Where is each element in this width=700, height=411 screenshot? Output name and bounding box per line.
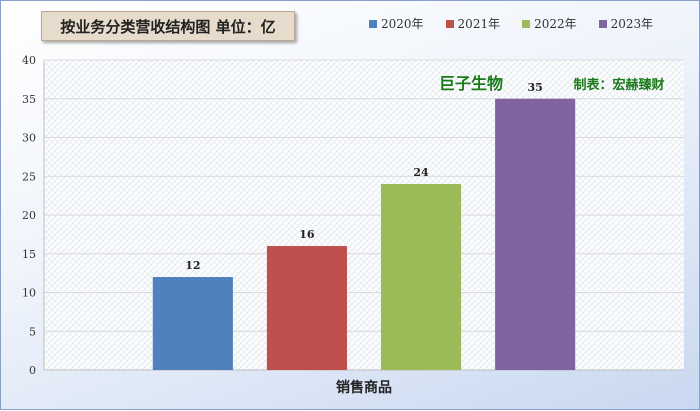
chart-title: 按业务分类营收结构图 单位：亿 <box>60 17 276 36</box>
x-category-label: 销售商品 <box>336 379 392 396</box>
legend-label-2020: 2020年 <box>381 17 424 31</box>
legend-label-2022: 2022年 <box>534 17 577 31</box>
y-tick-label-15: 15 <box>22 248 36 261</box>
legend-item-2023: 2023年 <box>598 15 654 32</box>
y-tick-label-40: 40 <box>22 54 36 67</box>
chart-title-box: 按业务分类营收结构图 单位：亿 <box>41 11 295 41</box>
y-tick-label-0: 0 <box>29 364 36 377</box>
legend-label-2023: 2023年 <box>610 17 654 31</box>
bar-2021年 <box>266 246 347 370</box>
legend-swatch-2021 <box>445 19 454 28</box>
bar-2023年 <box>495 98 576 370</box>
legend-swatch-2020 <box>369 19 377 28</box>
legend-item-2021: 2021年 <box>445 15 501 32</box>
legend-item-2020: 2020年 <box>369 15 424 32</box>
annotation-credit: 制表：宏赫臻财 <box>573 77 664 93</box>
legend-label-2021: 2021年 <box>457 17 501 31</box>
legend-swatch-2023 <box>598 19 607 28</box>
y-tick-label-30: 30 <box>22 132 36 145</box>
y-tick-label-5: 5 <box>29 325 36 338</box>
legend: 2020年 2021年 2022年 2023年 <box>369 15 653 32</box>
y-tick-label-25: 25 <box>22 170 36 183</box>
data-label-2021年: 16 <box>299 228 315 241</box>
data-label-2020年: 12 <box>185 259 200 272</box>
annotation-company: 巨子生物 <box>439 74 503 93</box>
y-tick-label-35: 35 <box>22 93 36 106</box>
legend-item-2022: 2022年 <box>522 15 577 32</box>
data-label-2022年: 24 <box>413 166 429 179</box>
bar-2020年 <box>152 277 233 370</box>
y-tick-label-10: 10 <box>22 287 36 300</box>
bar-2022年 <box>381 184 462 370</box>
y-tick-label-20: 20 <box>22 209 36 222</box>
legend-swatch-2022 <box>522 19 531 28</box>
data-label-2023年: 35 <box>527 81 542 94</box>
